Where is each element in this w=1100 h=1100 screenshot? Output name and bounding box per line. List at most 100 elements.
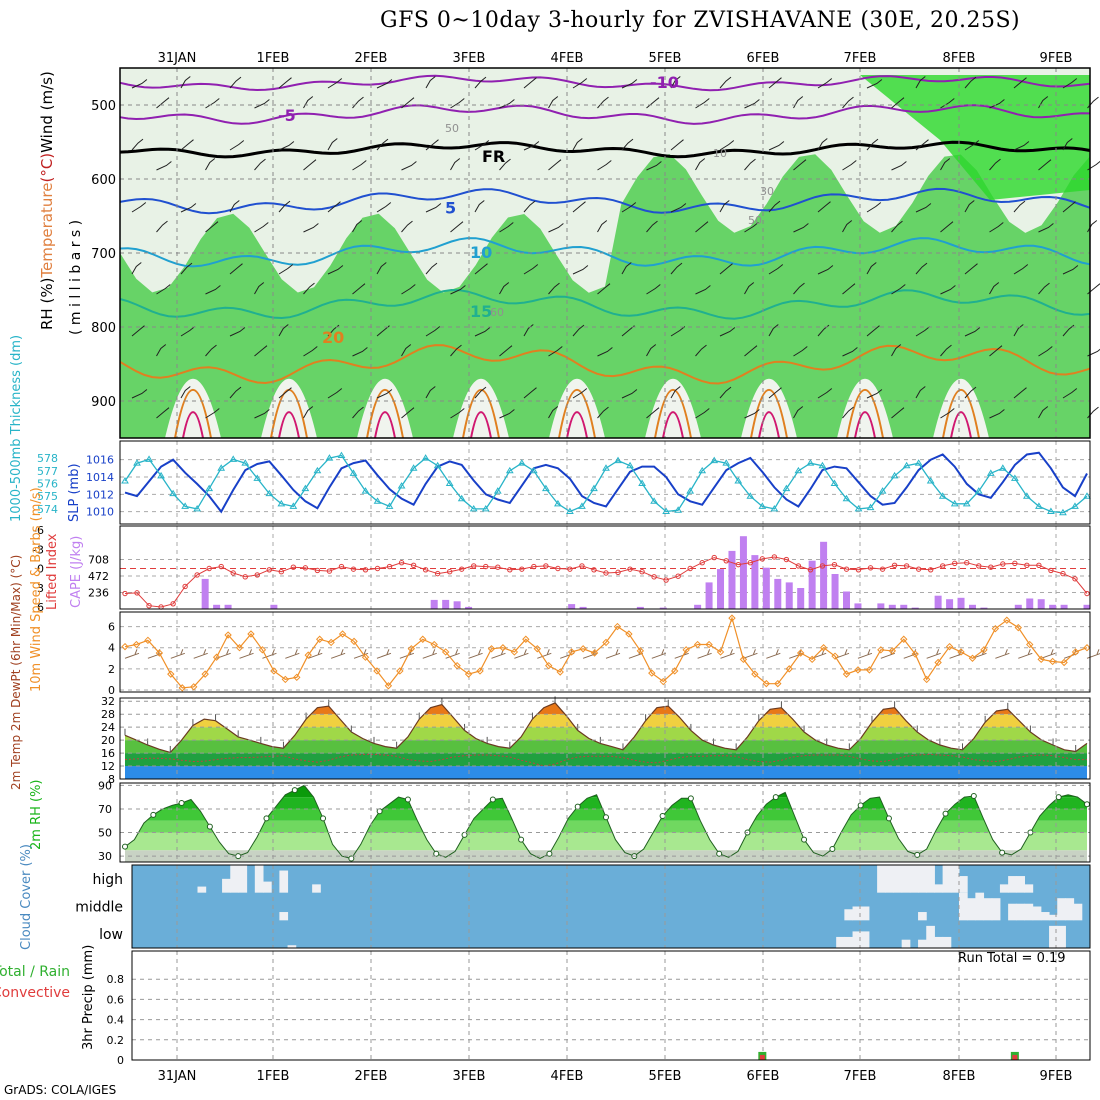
thickness-marker: [782, 484, 791, 492]
thickness-marker: [710, 456, 719, 464]
cloud-cell: [197, 886, 207, 893]
rh-marker: [999, 849, 1006, 856]
cloud-cell: [942, 936, 952, 948]
wind-speed-marker: [327, 638, 335, 647]
li-marker: [964, 560, 970, 566]
isotherm-30: [182, 411, 204, 439]
cloud-cell: [926, 925, 935, 948]
wind-barb: [205, 98, 220, 109]
wind-barb: [303, 159, 317, 171]
cape-bar: [1014, 604, 1022, 609]
wind-barb: [1086, 649, 1100, 659]
thickness-marker: [890, 471, 899, 479]
wind-barb: [262, 649, 277, 659]
wind-speed-marker: [1083, 644, 1091, 652]
li-marker: [915, 566, 922, 572]
wind-speed-marker: [705, 640, 713, 649]
rh-moist-patch: [860, 75, 1090, 200]
li-marker: [278, 569, 285, 575]
wind-barb: [229, 327, 246, 337]
wind-barb: [523, 324, 534, 337]
wind-barb: [523, 387, 537, 399]
wind-barb: [597, 283, 611, 295]
cape-bar: [751, 555, 759, 609]
pressure-tick-label: 900: [91, 395, 116, 410]
thickness-marker: [650, 497, 658, 504]
cape-bar: [224, 604, 232, 609]
cloud-cell: [909, 865, 919, 893]
li-marker: [867, 565, 874, 571]
cloud-cell: [918, 939, 927, 948]
wind-barb: [425, 326, 441, 337]
wind-barb: [254, 222, 269, 233]
upper-air-ylabel: RH (%)Temperature(°C)Wind (m/s): [38, 71, 56, 330]
upper-air-ylabel-sub: ( m i l l i b a r s ): [68, 220, 84, 335]
wind-speed-marker: [888, 647, 897, 655]
cape-bar: [1083, 604, 1091, 609]
li-marker: [795, 563, 802, 569]
wind-barb: [720, 649, 735, 659]
wind-barb: [866, 202, 882, 213]
wind-barb: [156, 97, 170, 109]
wind-barb: [1062, 265, 1079, 275]
pressure-tick-label: 500: [91, 99, 116, 114]
thickness-marker: [950, 499, 959, 507]
thickness-marker: [854, 504, 863, 512]
wind-barb: [156, 344, 167, 357]
wind-barb: [131, 202, 147, 213]
wind-barb: [768, 387, 782, 399]
li-line: [124, 556, 1088, 608]
cape-frame: [119, 525, 1091, 610]
wind-speed-marker: [865, 666, 874, 674]
thickness-marker: [397, 482, 406, 489]
cape-bar: [636, 606, 644, 609]
date-label-top: 3FEB: [453, 51, 486, 66]
wind-barb: [445, 649, 460, 659]
wind-speed-marker: [247, 630, 255, 638]
wind-speed-marker: [751, 670, 759, 678]
cloud-frame: [131, 864, 1091, 949]
wind-barb: [857, 649, 873, 659]
wind-barb: [695, 98, 710, 109]
wind-barb: [719, 327, 736, 337]
wind-barb: [1038, 223, 1054, 233]
wind-barb: [1038, 96, 1049, 109]
li-marker: [434, 570, 441, 577]
date-label-top: 9FEB: [1040, 51, 1073, 66]
wind-barb: [229, 200, 240, 213]
wind-barb: [1038, 159, 1052, 171]
rh-contour-label: 50: [748, 214, 762, 227]
isotherm-30: [566, 411, 588, 439]
wind-barb: [376, 138, 389, 151]
wind-speed-marker: [1060, 658, 1068, 667]
wind-speed-marker: [911, 650, 919, 658]
wind-barb: [499, 222, 514, 233]
cape-bar: [453, 601, 461, 609]
cape-bar: [442, 599, 450, 609]
wind-barb: [621, 138, 634, 151]
thickness-marker: [373, 497, 382, 504]
cape-bar: [705, 582, 713, 609]
temp-ylabel: 2m Temp 2m DewPt (6hr Min/Max) (°C): [9, 555, 23, 790]
slp-ylabel: SLP (mb): [67, 463, 82, 522]
thickness-marker: [181, 502, 190, 509]
thickness-marker: [962, 499, 971, 507]
wind-speed-marker: [808, 655, 816, 664]
cape-bar: [843, 591, 850, 609]
thickness-marker: [614, 456, 622, 464]
thickness-marker: [517, 459, 526, 466]
thickness-marker: [734, 476, 743, 484]
wind-barb: [964, 263, 978, 275]
cloud-cell: [958, 876, 968, 893]
wind-barb: [597, 96, 609, 109]
wind-barb: [376, 202, 392, 213]
li-marker: [675, 573, 681, 579]
wind-barb: [891, 284, 906, 295]
wind-barb: [131, 325, 145, 337]
cape-bar: [774, 578, 782, 609]
date-label-top: 2FEB: [355, 51, 388, 66]
wind-barb: [940, 221, 954, 233]
isotherm-20: [846, 388, 884, 439]
wind-speed-marker: [774, 679, 782, 688]
wind-barb: [719, 386, 732, 399]
